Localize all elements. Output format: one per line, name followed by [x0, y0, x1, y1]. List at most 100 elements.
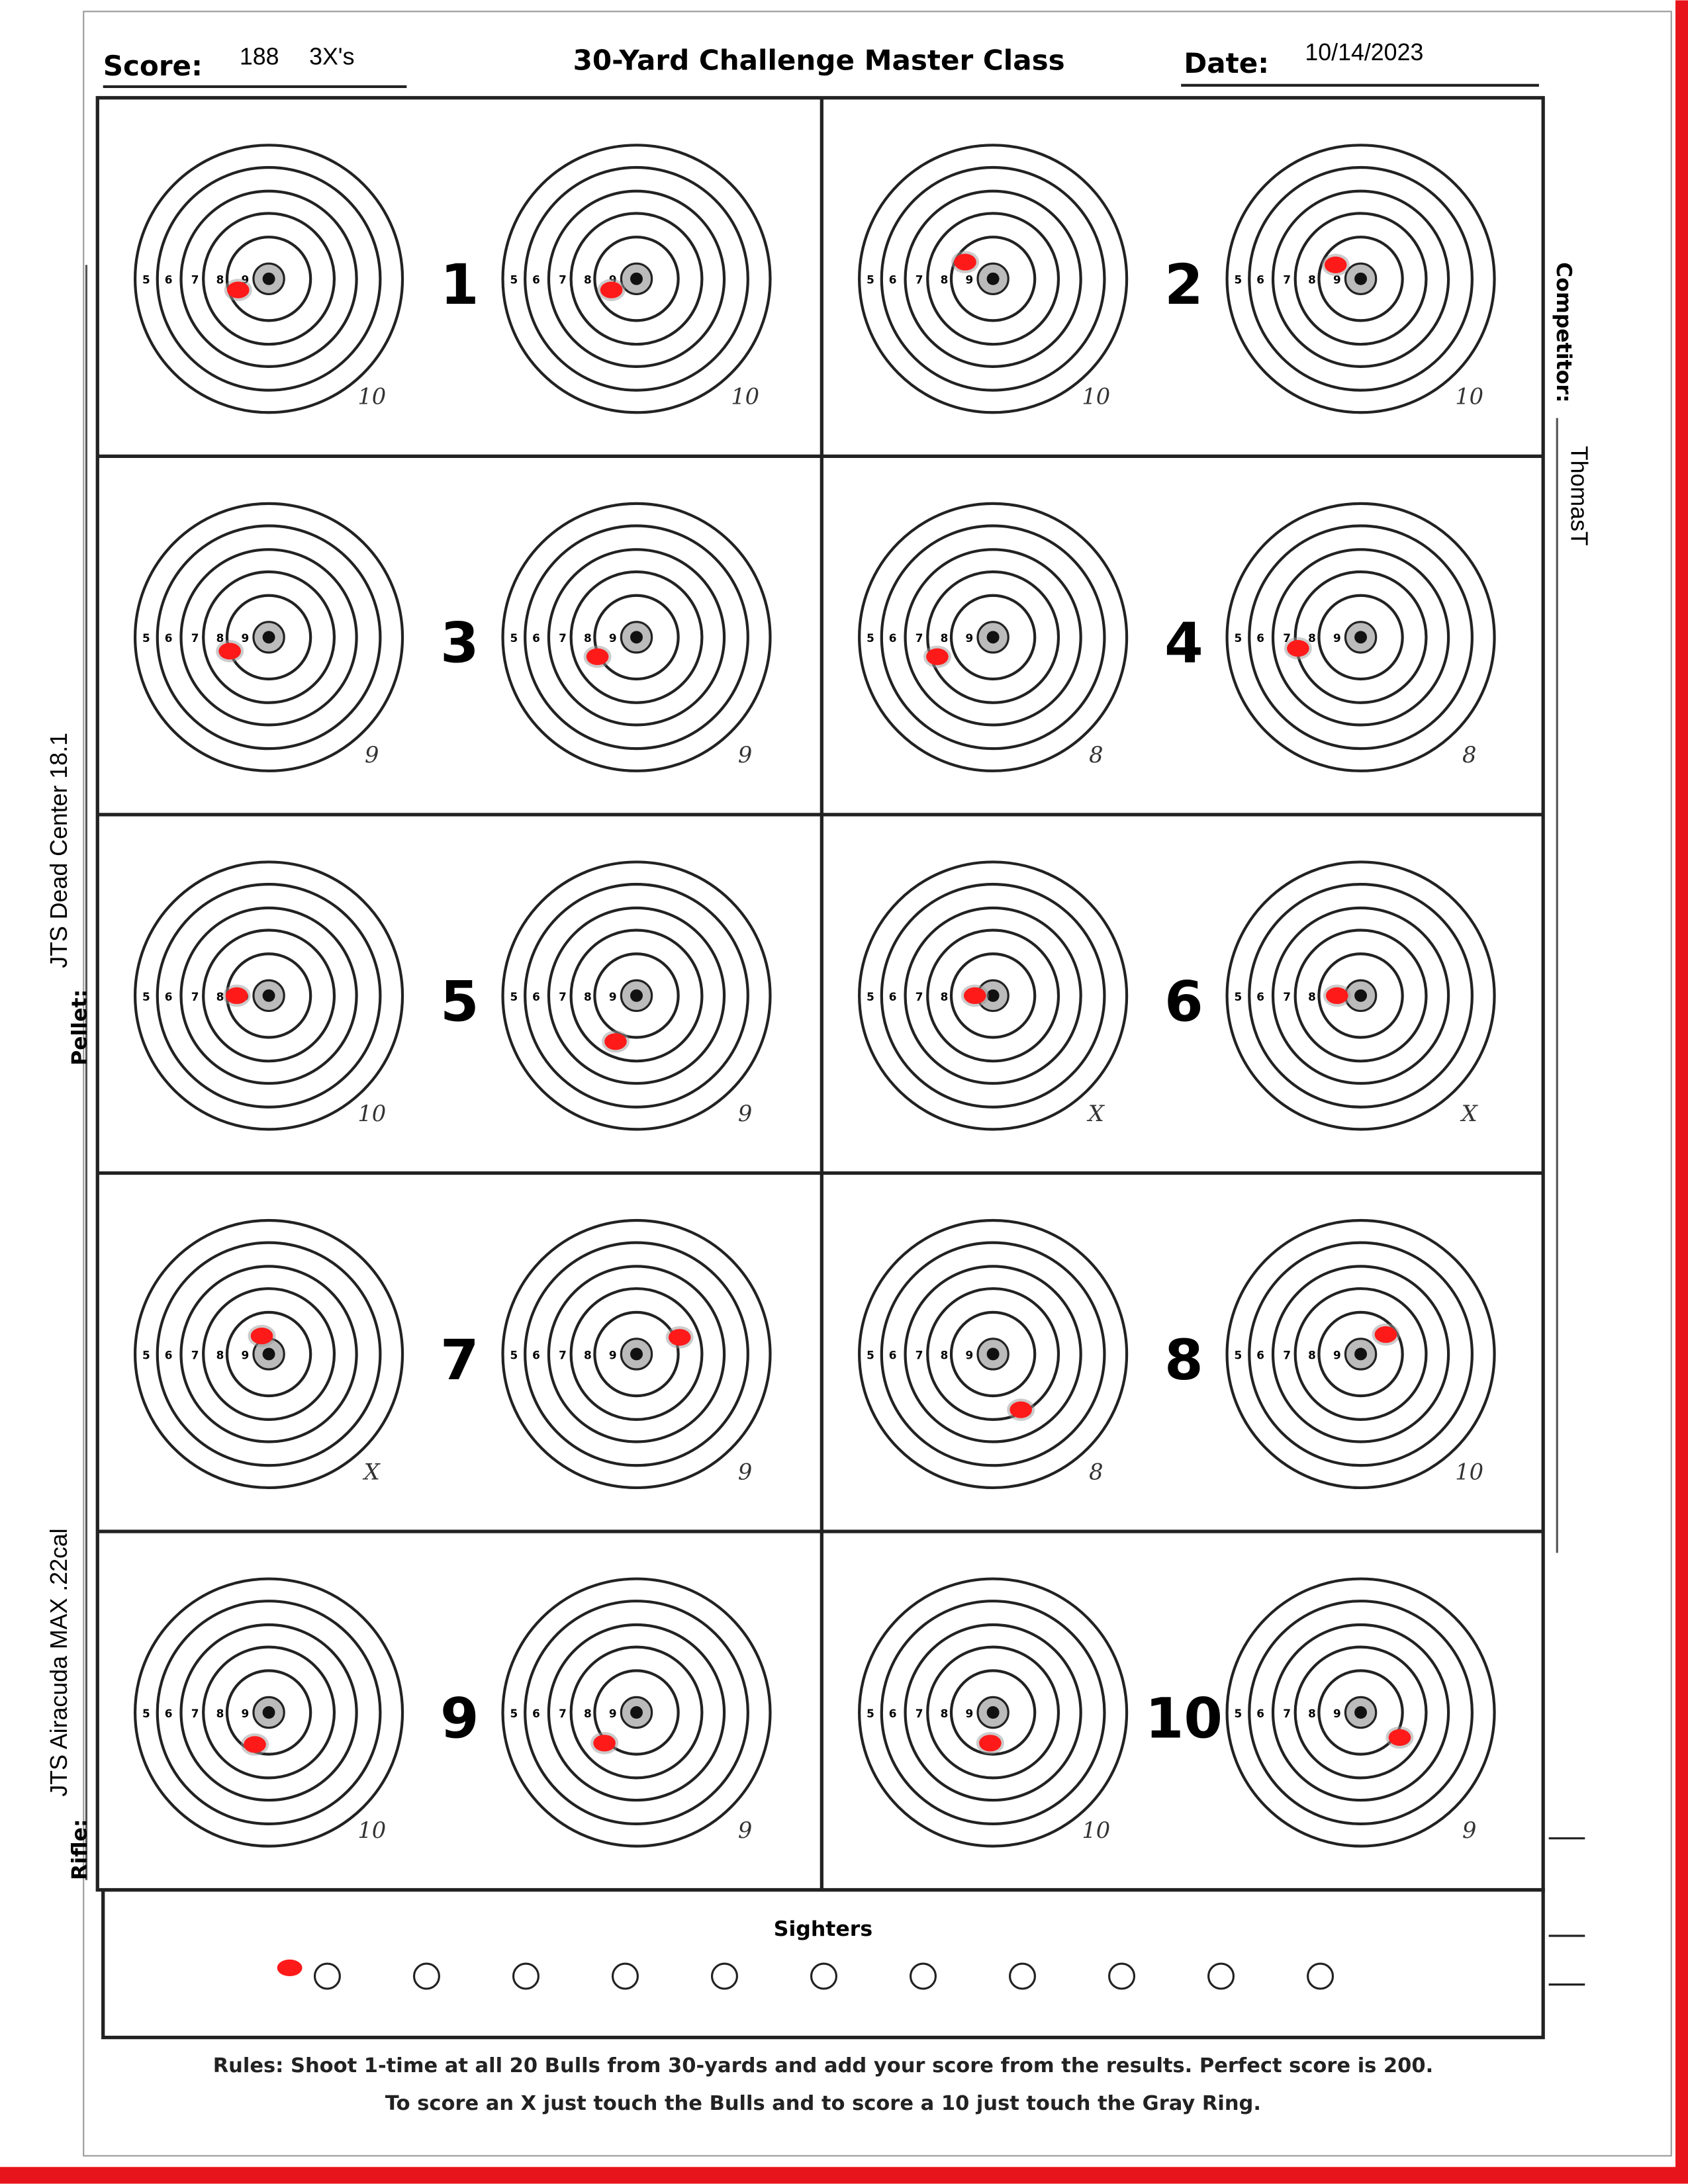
ring: [569, 570, 704, 704]
ring-label: 6: [889, 990, 897, 1003]
sheet-title: 30-Yard Challenge Master Class: [573, 44, 1065, 77]
shot-hole: [963, 987, 986, 1005]
ring: [593, 594, 680, 681]
ring: [926, 570, 1060, 704]
ring: [547, 189, 726, 368]
shot-hole: [586, 648, 609, 665]
ring: [593, 236, 680, 322]
ring: [1271, 906, 1450, 1085]
ring: [156, 1600, 382, 1825]
ring: [949, 1669, 1037, 1756]
ring: [593, 1669, 680, 1756]
ring: [547, 1623, 726, 1802]
ring: [133, 502, 404, 772]
target-number: 3: [440, 611, 479, 676]
handwritten-score: 10: [357, 384, 386, 410]
ring-label: 9: [609, 1348, 617, 1361]
ring-label: 6: [165, 631, 173, 645]
ring-label: 7: [191, 273, 199, 287]
bull: [986, 631, 1000, 644]
x-count: 3X's: [309, 43, 354, 69]
ring-label: 6: [532, 990, 540, 1003]
ring-label: 8: [584, 990, 592, 1003]
bull: [1354, 989, 1368, 1002]
ring-label: 7: [191, 1348, 199, 1361]
ring-label: 6: [1256, 1707, 1264, 1720]
ring-label: 8: [941, 273, 949, 287]
ring: [880, 1241, 1106, 1467]
ring: [569, 1287, 704, 1421]
sighters-label: Sighters: [774, 1917, 872, 1941]
ring-label: 5: [142, 990, 150, 1003]
ring-label: 7: [559, 990, 567, 1003]
ring: [593, 1310, 680, 1398]
ring-label: 8: [941, 990, 949, 1003]
ring-label: 5: [867, 990, 874, 1003]
ring-label: 5: [142, 1707, 150, 1720]
ring: [949, 1310, 1037, 1398]
ring-label: 9: [241, 1707, 249, 1720]
shot-hole: [1388, 1729, 1411, 1747]
shot-hole: [600, 281, 623, 298]
ring-label: 9: [965, 631, 973, 645]
ring: [547, 906, 726, 1085]
ring: [926, 1287, 1060, 1421]
ring: [547, 548, 726, 727]
ring: [904, 189, 1082, 368]
ring: [202, 1645, 336, 1780]
bull: [262, 989, 275, 1002]
ring: [880, 165, 1106, 392]
bull: [986, 272, 1000, 285]
ring-label: 6: [532, 273, 540, 287]
ring: [524, 165, 749, 392]
ring-label: 9: [1333, 1348, 1341, 1361]
ring-label: 6: [1256, 273, 1264, 287]
ring: [880, 1600, 1106, 1825]
rules-line: To score an X just touch the Bulls and t…: [385, 2092, 1261, 2115]
handwritten-score: 8: [1462, 742, 1476, 768]
ring-label: 7: [1283, 631, 1291, 645]
handwritten-score: 9: [1462, 1817, 1476, 1843]
ring-label: 9: [965, 273, 973, 287]
ring: [926, 929, 1060, 1063]
ring: [858, 860, 1129, 1131]
ring: [1293, 1645, 1428, 1780]
ring: [1225, 860, 1496, 1131]
ring: [156, 524, 382, 751]
ring-label: 9: [965, 1707, 973, 1720]
sighter-bull: [412, 1962, 440, 1990]
ring: [202, 570, 336, 704]
ring-label: 8: [941, 631, 949, 645]
ring: [133, 1577, 404, 1848]
date-value: 10/14/2023: [1305, 39, 1423, 66]
ring: [1317, 236, 1404, 322]
bull: [262, 1706, 275, 1719]
ring: [1225, 1218, 1496, 1490]
ring-label: 5: [1235, 273, 1243, 287]
sighter-bull: [710, 1962, 738, 1990]
bull: [262, 272, 275, 285]
bull: [986, 1347, 1000, 1361]
ring: [1293, 1287, 1428, 1421]
ring-label: 6: [889, 1707, 897, 1720]
ring-label: 6: [165, 1707, 173, 1720]
ring: [501, 860, 772, 1131]
ring-label: 6: [532, 631, 540, 645]
ring: [1271, 1623, 1450, 1802]
ring-label: 5: [867, 1707, 874, 1720]
ring-label: 6: [889, 1348, 897, 1361]
bull: [986, 1706, 1000, 1719]
ring: [501, 1218, 772, 1490]
sighter-bull: [909, 1962, 937, 1990]
ring-label: 5: [510, 273, 518, 287]
shot-hole: [593, 1735, 616, 1752]
bull: [1354, 1706, 1368, 1719]
ring: [1317, 1310, 1404, 1398]
sighter-box: [101, 1888, 1545, 2040]
ring-label: 6: [889, 631, 897, 645]
